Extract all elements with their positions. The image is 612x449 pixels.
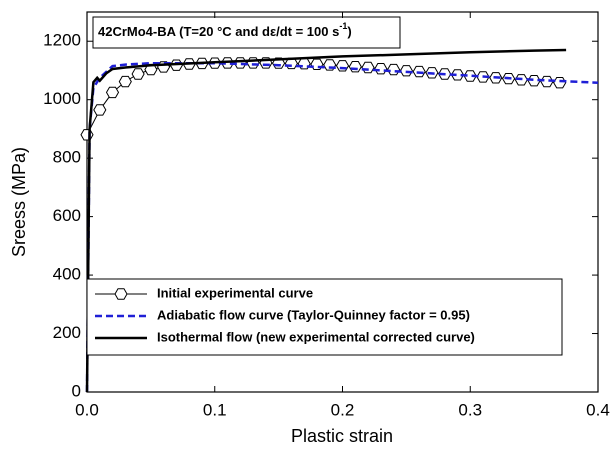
annotation-suffix: )	[347, 24, 351, 39]
y-tick-label: 600	[53, 206, 81, 225]
annotation-text: 42CrMo4-BA (T=20 °C and dε/dt = 100 s	[98, 24, 339, 39]
x-tick-label: 0.1	[203, 400, 227, 419]
legend-marker	[114, 288, 128, 300]
marker	[131, 68, 145, 80]
x-tick-label: 0.4	[586, 400, 610, 419]
marker	[348, 61, 362, 73]
marker	[374, 63, 388, 75]
legend-label: Adiabatic flow curve (Taylor-Quinney fac…	[157, 307, 470, 322]
series-line	[85, 48, 567, 393]
y-tick-label: 1200	[43, 31, 81, 50]
y-tick-label: 0	[72, 381, 81, 400]
marker	[105, 86, 120, 99]
marker	[93, 104, 107, 116]
x-axis-label: Plastic strain	[291, 426, 393, 446]
legend-label: Isothermal flow (new experimental correc…	[157, 329, 475, 344]
marker	[553, 77, 567, 89]
y-tick-label: 1000	[43, 89, 81, 108]
marker	[80, 129, 94, 141]
x-tick-label: 0.3	[458, 400, 482, 419]
x-tick-label: 0.0	[75, 400, 99, 419]
y-tick-label: 200	[53, 323, 81, 342]
y-tick-label: 800	[53, 148, 81, 167]
marker	[118, 75, 132, 88]
marker	[361, 61, 375, 74]
legend-label: Initial experimental curve	[157, 285, 313, 300]
annotation: 42CrMo4-BA (T=20 °C and dε/dt = 100 s-1)	[98, 21, 352, 39]
legend-box	[86, 278, 563, 356]
y-axis-label: Sreess (MPa)	[9, 147, 29, 257]
series-line	[86, 62, 560, 136]
series-line	[85, 61, 599, 393]
annotation-superscript: -1	[339, 21, 347, 31]
marker	[387, 63, 401, 76]
annotation-box	[92, 16, 401, 49]
x-tick-label: 0.2	[331, 400, 355, 419]
y-tick-label: 400	[53, 265, 81, 284]
marker	[527, 75, 541, 87]
